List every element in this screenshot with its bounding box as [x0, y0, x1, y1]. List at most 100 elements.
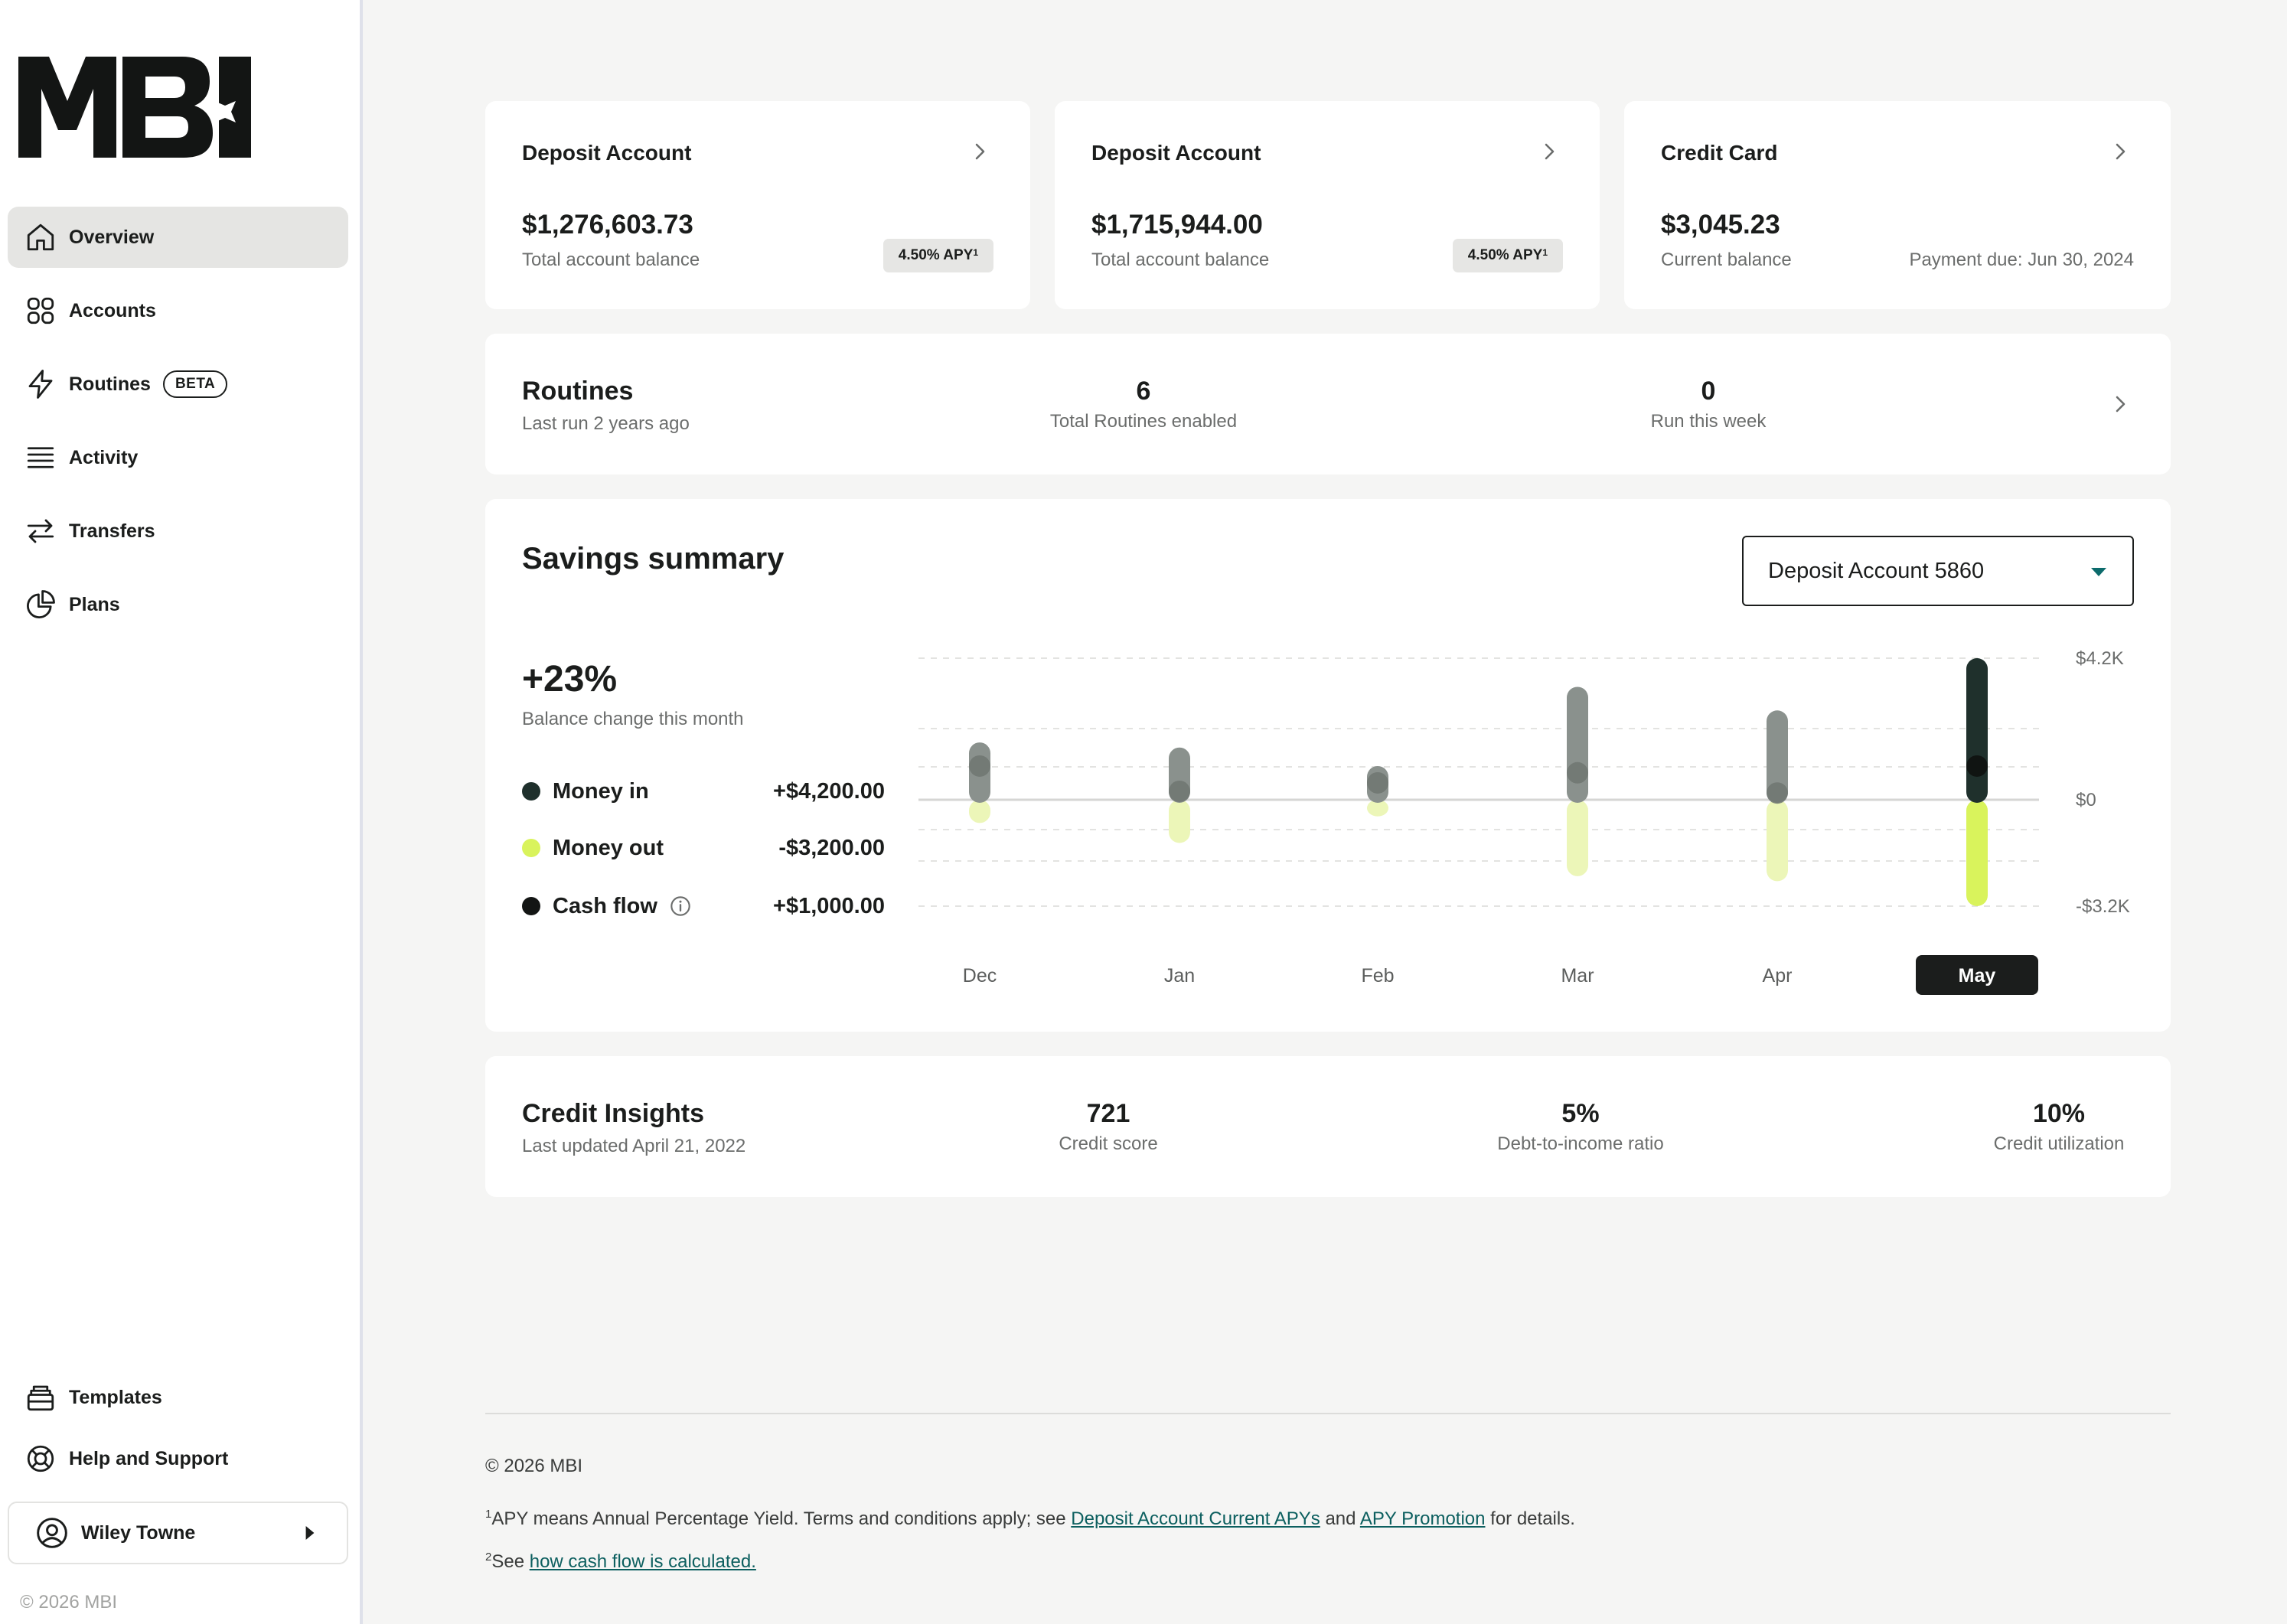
lightning-icon — [23, 367, 58, 402]
routines-title: Routines — [522, 377, 634, 406]
nav-label: Routines — [69, 373, 151, 395]
nav-label: Accounts — [69, 299, 156, 321]
grid-icon — [23, 293, 58, 328]
nav-label: Overview — [69, 226, 155, 248]
y-tick-label: $0 — [2076, 790, 2096, 810]
account-card-credit[interactable]: Credit Card $3,045.23 Current balance Pa… — [1624, 101, 2171, 309]
nav-label: Help and Support — [69, 1447, 229, 1469]
footer-divider — [485, 1413, 2171, 1414]
x-tick-label: Mar — [1561, 965, 1594, 986]
legend-label: Cash flow — [553, 893, 657, 918]
credit-updated: Last updated April 21, 2022 — [522, 1136, 746, 1156]
pie-icon — [23, 587, 58, 622]
routines-card[interactable]: Routines Last run 2 years ago 6 Total Ro… — [485, 334, 2171, 474]
x-tick-label: Feb — [1361, 965, 1394, 986]
account-balance: $3,045.23 — [1661, 210, 1780, 240]
mbi-logo[interactable] — [18, 57, 251, 158]
cash-flow-point — [969, 755, 990, 777]
footer-note-apy: 1APY means Annual Percentage Yield. Term… — [485, 1508, 1575, 1529]
cash-flow-point — [1567, 761, 1588, 784]
x-tick-label: Dec — [963, 965, 997, 986]
x-tick-label: Jan — [1164, 965, 1195, 986]
y-tick-label: $4.2K — [2076, 648, 2124, 669]
lifebuoy-icon — [23, 1441, 58, 1476]
account-title: Credit Card — [1661, 141, 1778, 165]
nav-help-support[interactable]: Help and Support — [8, 1428, 348, 1489]
legend-value: -$3,200.00 — [778, 835, 885, 860]
account-title: Deposit Account — [522, 141, 692, 165]
account-card-deposit-2[interactable]: Deposit Account $1,715,944.00 Total acco… — [1055, 101, 1600, 309]
list-icon — [23, 440, 58, 475]
apy-badge: 4.50% APY 1 — [1452, 239, 1563, 272]
nav-label: Templates — [69, 1386, 162, 1408]
dti-value: 5% — [1561, 1099, 1600, 1128]
balance-change-label: Balance change this month — [522, 709, 744, 729]
bar-money-out — [1169, 800, 1190, 843]
footer-copyright: © 2026 MBI — [485, 1456, 583, 1476]
apy-badge: 4.50% APY 1 — [883, 239, 993, 272]
apy-promotion-link[interactable]: APY Promotion — [1359, 1508, 1486, 1529]
selected-month-highlight — [1916, 955, 2038, 995]
bar-money-out — [969, 800, 990, 823]
cash-flow-point — [1767, 782, 1788, 804]
account-balance-label: Total account balance — [1091, 249, 1270, 270]
account-balance-label: Total account balance — [522, 249, 700, 270]
chevron-right-icon — [1545, 143, 1555, 160]
bar-money-in — [1966, 658, 1988, 803]
legend-label-wrap: Cash flow — [553, 894, 773, 919]
savings-summary-card: Savings summary Deposit Account 5860 +23… — [485, 499, 2171, 1032]
account-select-value: Deposit Account 5860 — [1768, 558, 1985, 583]
routines-last-run: Last run 2 years ago — [522, 413, 690, 434]
templates-icon — [23, 1380, 58, 1415]
user-avatar-icon — [37, 1518, 67, 1548]
bar-money-in — [1767, 710, 1788, 803]
footer-note-cashflow: 2See how cash flow is calculated. — [485, 1551, 756, 1572]
nav-label: Activity — [69, 446, 139, 468]
home-icon — [23, 220, 58, 255]
legend-value: +$1,000.00 — [773, 893, 885, 918]
nav-templates[interactable]: Templates — [8, 1367, 348, 1428]
nav-overview[interactable]: Overview — [8, 207, 348, 268]
user-menu[interactable]: Wiley Towne — [8, 1502, 348, 1564]
nav-activity[interactable]: Activity — [8, 427, 348, 488]
credit-score-stat: 721 Credit score — [1016, 1099, 1200, 1155]
credit-score-label: Credit score — [1059, 1133, 1158, 1154]
savings-chart: $4.2K $0 -$3.2K Dec Jan Feb Mar Apr May — [918, 648, 2130, 995]
legend-label: Money out — [553, 835, 664, 860]
nav-transfers[interactable]: Transfers — [8, 501, 348, 562]
bar-money-out — [1966, 800, 1988, 906]
cash-flow-link[interactable]: how cash flow is calculated. — [529, 1551, 756, 1572]
credit-utilization: 10% — [2032, 1099, 2086, 1128]
chevron-right-icon — [2116, 396, 2126, 413]
dti-stat: 5% Debt-to-income ratio — [1424, 1099, 1737, 1155]
account-title: Deposit Account — [1091, 141, 1261, 165]
info-icon[interactable] — [670, 895, 691, 917]
bar-money-out — [1767, 800, 1788, 882]
legend-money-in: Money in +$4,200.00 — [522, 776, 885, 807]
x-tick-label: May — [1959, 965, 1996, 986]
legend-dot — [522, 897, 540, 915]
account-card-deposit-1[interactable]: Deposit Account $1,276,603.73 Total acco… — [485, 101, 1030, 309]
dropdown-arrow-icon — [2091, 568, 2106, 576]
dti-label: Debt-to-income ratio — [1497, 1133, 1664, 1154]
credit-insights-card[interactable]: Credit Insights Last updated April 21, 2… — [485, 1056, 2171, 1197]
nav-plans[interactable]: Plans — [8, 574, 348, 635]
arrows-icon — [23, 514, 58, 549]
sidebar-copyright: © 2026 MBI — [20, 1592, 118, 1613]
deposit-apys-link[interactable]: Deposit Account Current APYs — [1071, 1508, 1320, 1529]
balance-change-percent: +23% — [522, 659, 618, 699]
routines-total: 6 — [1136, 377, 1151, 406]
routines-total-stat: 6 Total Routines enabled — [1021, 377, 1266, 432]
legend-dot — [522, 839, 540, 857]
nav-accounts[interactable]: Accounts — [8, 280, 348, 341]
user-name: Wiley Towne — [81, 1521, 196, 1544]
legend-cash-flow: Cash flow +$1,000.00 — [522, 891, 885, 921]
legend-dot — [522, 782, 540, 801]
nav-routines[interactable]: Routines BETA — [8, 354, 348, 415]
bar-money-out — [1367, 800, 1388, 817]
cash-flow-point — [1966, 755, 1988, 777]
x-tick-label: Apr — [1763, 965, 1793, 986]
routines-week-label: Run this week — [1650, 411, 1767, 432]
account-select-dropdown[interactable]: Deposit Account 5860 — [1742, 536, 2134, 606]
cash-flow-point — [1169, 780, 1190, 802]
